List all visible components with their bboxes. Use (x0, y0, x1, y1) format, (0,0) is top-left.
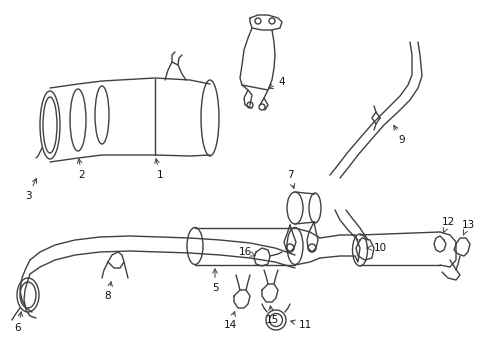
Text: 14: 14 (223, 312, 237, 330)
Text: 7: 7 (287, 170, 295, 188)
Text: 8: 8 (105, 282, 112, 301)
Text: 3: 3 (24, 179, 36, 201)
Text: 6: 6 (15, 312, 23, 333)
Text: 13: 13 (462, 220, 475, 235)
Text: 4: 4 (269, 77, 285, 89)
Text: 12: 12 (441, 217, 455, 233)
Text: 16: 16 (238, 247, 255, 257)
Text: 11: 11 (291, 320, 312, 330)
Text: 1: 1 (155, 159, 163, 180)
Text: 2: 2 (77, 159, 85, 180)
Text: 5: 5 (212, 269, 219, 293)
Text: 9: 9 (394, 125, 405, 145)
Text: 10: 10 (367, 243, 387, 253)
Text: 15: 15 (266, 306, 279, 325)
